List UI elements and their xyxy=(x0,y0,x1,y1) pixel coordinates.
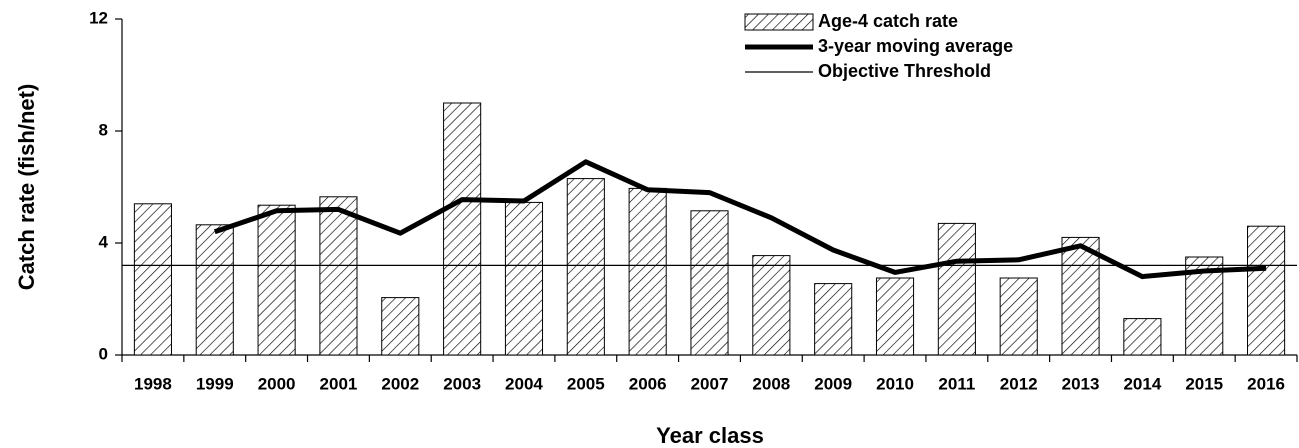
x-tick-label: 2013 xyxy=(1062,374,1100,393)
x-tick-label: 2004 xyxy=(505,374,543,393)
legend-swatch xyxy=(744,13,814,31)
bar xyxy=(1061,236,1100,356)
y-tick-label: 0 xyxy=(99,344,108,363)
x-tick-label: 1999 xyxy=(196,374,234,393)
bar xyxy=(690,210,729,356)
x-tick-label: 1998 xyxy=(134,374,172,393)
bar xyxy=(937,222,976,356)
x-tick-label: 2008 xyxy=(752,374,790,393)
x-tick-label: 2006 xyxy=(629,374,667,393)
y-axis-title: Catch rate (fish/net) xyxy=(14,84,39,291)
bar xyxy=(504,201,544,356)
line xyxy=(213,159,1267,280)
bar xyxy=(381,297,420,356)
bar xyxy=(752,255,791,356)
bar xyxy=(1123,318,1162,356)
bar xyxy=(195,224,234,356)
bar xyxy=(566,178,605,356)
bar xyxy=(257,204,296,356)
legend-label: Objective Threshold xyxy=(818,61,991,81)
legend-label: Age-4 catch rate xyxy=(818,11,958,31)
legend-label: 3-year moving average xyxy=(818,36,1013,56)
x-tick-label: 2001 xyxy=(320,374,358,393)
x-tick-label: 2003 xyxy=(443,374,481,393)
x-tick-label: 2002 xyxy=(381,374,419,393)
x-tick-label: 2015 xyxy=(1185,374,1223,393)
x-tick-label: 2000 xyxy=(258,374,296,393)
x-axis-title: Year class xyxy=(656,423,764,448)
bar xyxy=(875,277,915,356)
x-tick-label: 2007 xyxy=(691,374,729,393)
bar xyxy=(999,277,1038,356)
x-tick-label: 2005 xyxy=(567,374,605,393)
x-tick-label: 2010 xyxy=(876,374,914,393)
y-tick-label: 8 xyxy=(99,120,108,139)
x-tick-label: 2012 xyxy=(1000,374,1038,393)
y-tick-label: 4 xyxy=(99,232,109,251)
x-tick-label: 2009 xyxy=(814,374,852,393)
x-tick-label: 2014 xyxy=(1123,374,1161,393)
bar xyxy=(133,203,172,356)
bar xyxy=(319,196,358,356)
bar xyxy=(1247,225,1286,356)
x-tick-label: 2011 xyxy=(938,374,975,393)
y-tick-label: 12 xyxy=(89,8,108,27)
bar xyxy=(628,187,667,356)
x-tick-label: 2016 xyxy=(1247,374,1285,393)
bar xyxy=(443,102,482,356)
bar xyxy=(814,283,853,356)
